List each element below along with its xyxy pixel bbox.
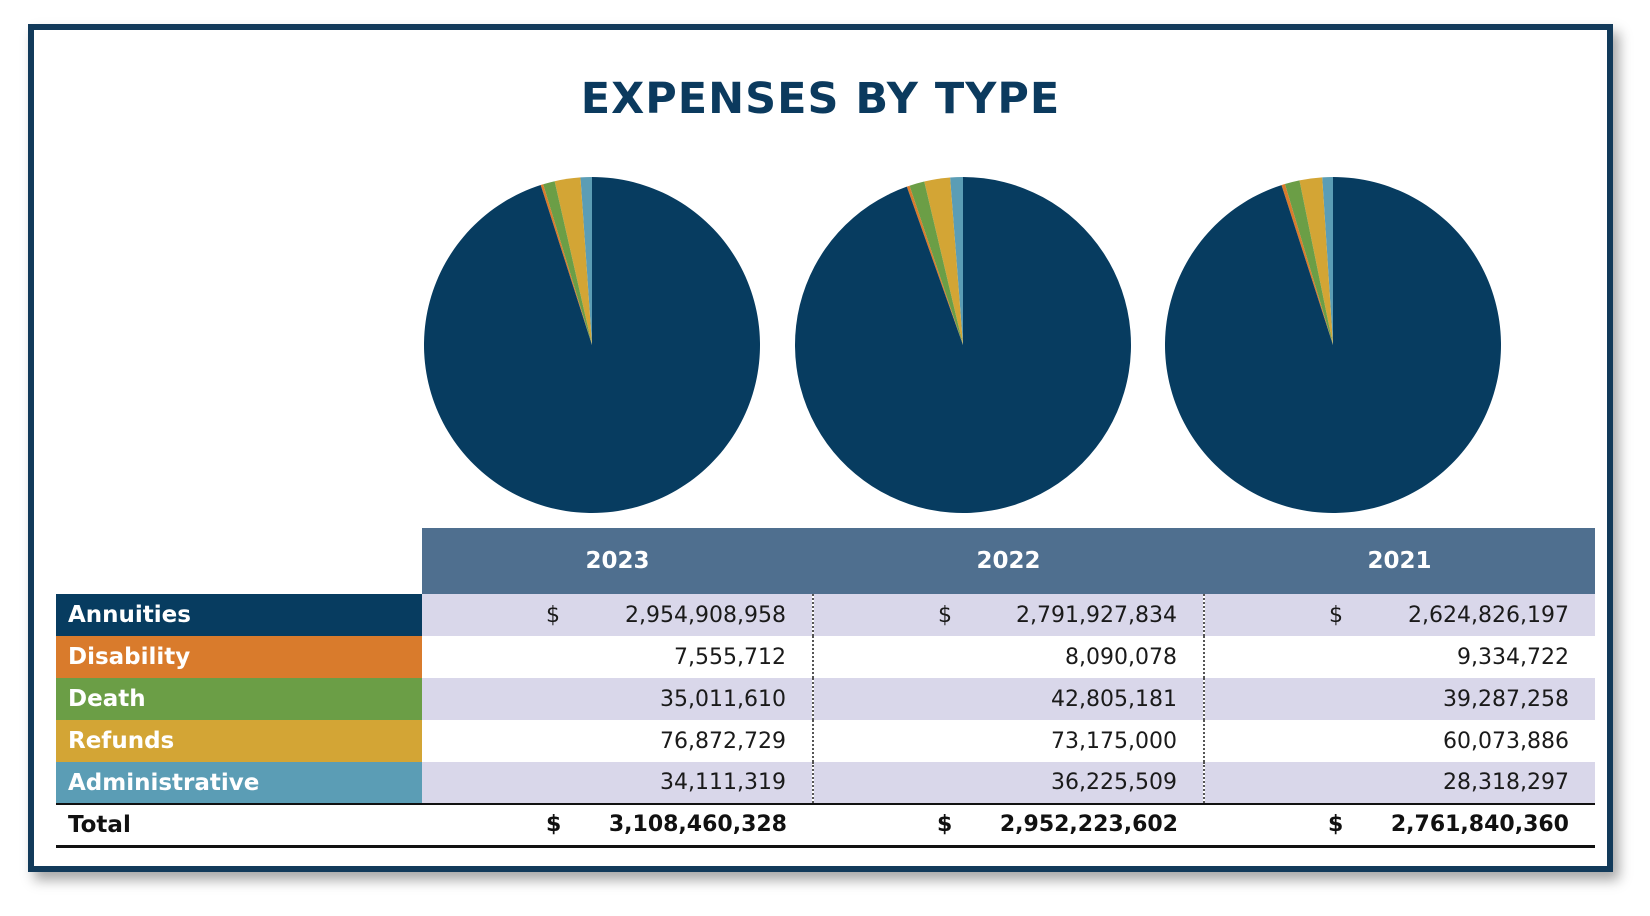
- cell-value: 2,952,223,602: [999, 812, 1178, 838]
- cell-disability-2022: 8,090,078: [813, 636, 1205, 678]
- table-row-disability: Disability 7,555,712 8,090,078 9,334,722: [56, 636, 1595, 678]
- cell-disability-2021: 9,334,722: [1204, 636, 1595, 678]
- table-header-row: 2023 2022 2021: [56, 528, 1595, 594]
- cell-total-2022: $2,952,223,602: [813, 803, 1204, 848]
- currency-symbol: $: [546, 812, 562, 838]
- pie-chart-2022: [778, 154, 1148, 524]
- pie-slice-death: [1284, 180, 1333, 345]
- currency-symbol: $: [938, 602, 952, 628]
- cell-value: 3,108,460,328: [608, 812, 787, 838]
- cell-death-2023: 35,011,610: [422, 678, 814, 720]
- cell-value: 2,624,826,197: [1408, 602, 1569, 628]
- pie-2021-svg: [1165, 177, 1501, 513]
- row-label-annuities: Annuities: [56, 594, 422, 636]
- cell-annuities-2022: $2,791,927,834: [813, 594, 1205, 636]
- pie-chart-2023: [407, 154, 777, 524]
- cell-annuities-2023: $2,954,908,958: [422, 594, 814, 636]
- pie-slice-disability: [906, 185, 963, 345]
- table-row-administrative: Administrative 34,111,319 36,225,509 28,…: [56, 762, 1595, 804]
- table-row-annuities: Annuities $2,954,908,958 $2,791,927,834 …: [56, 594, 1595, 636]
- table-row-refunds: Refunds 76,872,729 73,175,000 60,073,886: [56, 720, 1595, 762]
- report-frame: EXPENSES BY TYPE 2023 2022 2021 Annuitie…: [28, 24, 1613, 872]
- row-label-refunds: Refunds: [56, 720, 422, 762]
- pie-slice-administrative: [1322, 177, 1333, 345]
- cell-annuities-2021: $2,624,826,197: [1204, 594, 1595, 636]
- pie-2023-svg: [424, 177, 760, 513]
- cell-administrative-2021: 28,318,297: [1204, 762, 1595, 804]
- pie-slice-disability: [540, 184, 592, 345]
- pie-slice-administrative: [580, 177, 592, 345]
- pie-slice-refunds: [554, 177, 592, 345]
- currency-symbol: $: [1328, 812, 1344, 838]
- header-year-2023: 2023: [422, 528, 813, 594]
- cell-refunds-2023: 76,872,729: [422, 720, 814, 762]
- pie-slice-administrative: [950, 177, 963, 345]
- pie-slice-refunds: [924, 177, 963, 345]
- cell-value: 2,954,908,958: [625, 602, 786, 628]
- cell-death-2021: 39,287,258: [1204, 678, 1595, 720]
- table-row-death: Death 35,011,610 42,805,181 39,287,258: [56, 678, 1595, 720]
- cell-refunds-2021: 60,073,886: [1204, 720, 1595, 762]
- currency-symbol: $: [1329, 602, 1343, 628]
- pie-slice-disability: [1281, 184, 1333, 345]
- pie-slice-death: [543, 181, 592, 345]
- expenses-table: 2023 2022 2021 Annuities $2,954,908,958 …: [56, 528, 1595, 848]
- cell-value: 2,761,840,360: [1390, 812, 1569, 838]
- pie-slice-annuities: [424, 177, 760, 513]
- table-row-total: Total $3,108,460,328 $2,952,223,602 $2,7…: [56, 803, 1595, 848]
- header-year-2022: 2022: [813, 528, 1204, 594]
- pie-slice-annuities: [1165, 177, 1501, 513]
- cell-total-2023: $3,108,460,328: [422, 803, 813, 848]
- currency-symbol: $: [546, 602, 560, 628]
- chart-title: EXPENSES BY TYPE: [580, 74, 1061, 124]
- row-label-disability: Disability: [56, 636, 422, 678]
- pie-slice-annuities: [795, 177, 1131, 513]
- currency-symbol: $: [937, 812, 953, 838]
- row-label-administrative: Administrative: [56, 762, 422, 804]
- cell-refunds-2022: 73,175,000: [813, 720, 1205, 762]
- row-label-total: Total: [56, 803, 422, 848]
- cell-death-2022: 42,805,181: [813, 678, 1205, 720]
- header-year-2021: 2021: [1204, 528, 1595, 594]
- cell-disability-2023: 7,555,712: [422, 636, 814, 678]
- row-label-death: Death: [56, 678, 422, 720]
- header-blank-cell: [56, 528, 422, 594]
- pie-2022-svg: [795, 177, 1131, 513]
- cell-value: 2,791,927,834: [1016, 602, 1177, 628]
- pie-slice-refunds: [1299, 177, 1333, 345]
- pie-slice-death: [909, 181, 963, 345]
- cell-total-2021: $2,761,840,360: [1204, 803, 1595, 848]
- cell-administrative-2023: 34,111,319: [422, 762, 814, 804]
- cell-administrative-2022: 36,225,509: [813, 762, 1205, 804]
- pie-chart-2021: [1148, 154, 1518, 524]
